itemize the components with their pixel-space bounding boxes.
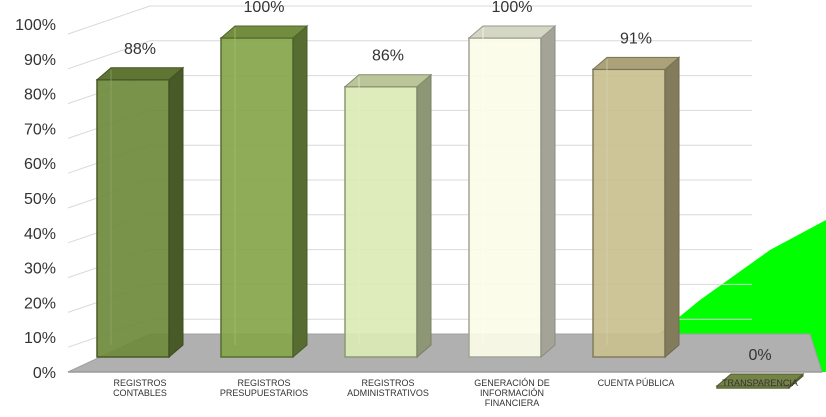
data-label: 100% xyxy=(244,0,285,16)
bar: 91% xyxy=(591,30,681,359)
bar-front xyxy=(468,37,542,358)
bar: 100% xyxy=(219,0,309,359)
y-tick-label: 70% xyxy=(24,121,56,138)
data-label: 88% xyxy=(124,41,156,58)
bar-top xyxy=(95,67,185,81)
y-tick-label: 50% xyxy=(24,191,56,208)
bar: 88% xyxy=(95,41,185,359)
bar-top xyxy=(715,373,805,387)
y-axis: 0% 10% 20% 30% 40% 50% 60% 70% 80% 90% 100% xyxy=(15,17,56,382)
x-tick-label: REGISTROS PRESUPUESTARIOS xyxy=(220,378,308,398)
bars: 88% 100% 86% 100% 91% 0% xyxy=(95,0,805,390)
data-label: 91% xyxy=(620,30,652,47)
y-tick-label: 90% xyxy=(24,52,56,69)
x-axis: REGISTROS CONTABLES REGISTROS PRESUPUESTARI… xyxy=(113,378,798,408)
y-tick-label: 0% xyxy=(33,365,56,382)
x-tick-label: REGISTROS ADMINISTRATIVOS xyxy=(347,378,429,398)
bar-front xyxy=(96,79,170,358)
bar-top xyxy=(467,25,557,39)
bar-front xyxy=(592,68,666,358)
bar-top xyxy=(219,25,309,39)
y-tick-label: 40% xyxy=(24,226,56,243)
bar-front xyxy=(344,85,418,358)
y-tick-label: 60% xyxy=(24,156,56,173)
x-tick-label: GENERACIÓN DE INFORMACIÓN FINANCIERA xyxy=(474,378,550,408)
bar-front xyxy=(220,37,294,358)
y-tick-label: 20% xyxy=(24,295,56,312)
x-tick-label: TRANSPARENCIA xyxy=(722,378,798,388)
x-tick-label: CUENTA PÚBLICA xyxy=(598,378,675,388)
bar-side xyxy=(664,56,680,359)
bar-side xyxy=(292,24,308,359)
bar: 0% xyxy=(715,347,805,390)
y-tick-label: 100% xyxy=(15,17,56,34)
gridline xyxy=(67,5,752,35)
bar: 100% xyxy=(467,0,557,359)
data-label: 86% xyxy=(372,48,404,65)
y-tick-label: 30% xyxy=(24,261,56,278)
data-label: 0% xyxy=(748,347,771,364)
data-label: 100% xyxy=(492,0,533,16)
y-tick-label: 10% xyxy=(24,330,56,347)
bar-side xyxy=(168,66,184,359)
bar-top xyxy=(591,56,681,70)
bar-side xyxy=(416,73,432,359)
bar-top xyxy=(343,74,433,88)
x-tick-label: REGISTROS CONTABLES xyxy=(113,378,167,398)
bar: 86% xyxy=(343,48,433,359)
bar-side xyxy=(540,24,556,359)
y-tick-label: 80% xyxy=(24,87,56,104)
